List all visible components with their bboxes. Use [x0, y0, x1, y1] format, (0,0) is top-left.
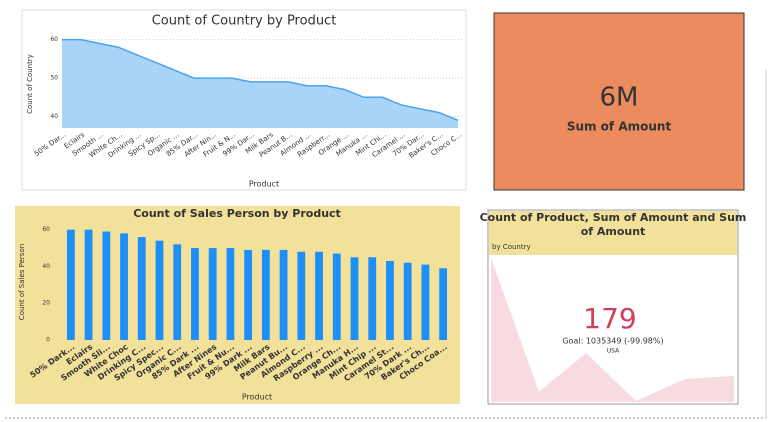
bar: [137, 237, 146, 340]
kpi-trend: [491, 258, 734, 402]
y-tick-label: 20: [42, 300, 50, 307]
y-tick-label: 50: [50, 75, 58, 82]
y-tick-label: 40: [50, 113, 58, 120]
bar: [244, 249, 253, 340]
x-axis-label: Product: [249, 180, 279, 189]
area: [62, 39, 458, 128]
bar: [403, 262, 412, 340]
bar: [155, 240, 164, 340]
bar: [332, 253, 341, 340]
y-tick-label: 40: [42, 263, 50, 270]
bar: [261, 249, 270, 340]
y-tick-label: 0: [46, 337, 50, 344]
bar: [315, 251, 323, 340]
card: [493, 12, 745, 191]
y-tick-label: 60: [42, 226, 50, 233]
kpi-label: USA: [607, 348, 620, 355]
bar: [84, 229, 93, 340]
card-label: Sum of Amount: [567, 120, 672, 134]
bar: [173, 244, 182, 340]
bar: [66, 229, 75, 340]
y-axis-label: Count of Country: [26, 54, 34, 114]
kpi-goal: Goal: 1035349 (-99.98%): [562, 337, 663, 346]
bar: [279, 249, 288, 340]
bar: [120, 233, 128, 340]
bar: [226, 248, 235, 340]
bar: [350, 257, 359, 340]
kpi-subtitle: by Country: [492, 243, 531, 251]
x-axis-label: Product: [242, 393, 272, 402]
kpi-header: [489, 211, 737, 255]
y-axis-label: Count of Sales Person: [18, 244, 26, 320]
bar: [297, 251, 306, 340]
bar: [439, 268, 448, 340]
bar: [368, 257, 377, 340]
card-value: 6M: [600, 83, 639, 113]
bar: [421, 264, 430, 340]
bar: [102, 231, 111, 340]
bar: [386, 260, 394, 340]
y-tick-label: 60: [50, 36, 58, 43]
kpi-value: 179: [583, 302, 636, 335]
kpi-title-text: of Amount: [581, 225, 646, 238]
line: [62, 38, 459, 122]
kpi-title-text: Count of Product, Sum of Amount and Sum: [480, 211, 747, 224]
kpi-title: Count of Product, Sum of Amount and Sum o…: [480, 211, 747, 238]
bar: [208, 248, 217, 340]
bar: [191, 248, 199, 340]
chart-title: Count of Country by Product: [152, 14, 337, 29]
chart-title: Count of Sales Person by Product: [133, 207, 341, 220]
